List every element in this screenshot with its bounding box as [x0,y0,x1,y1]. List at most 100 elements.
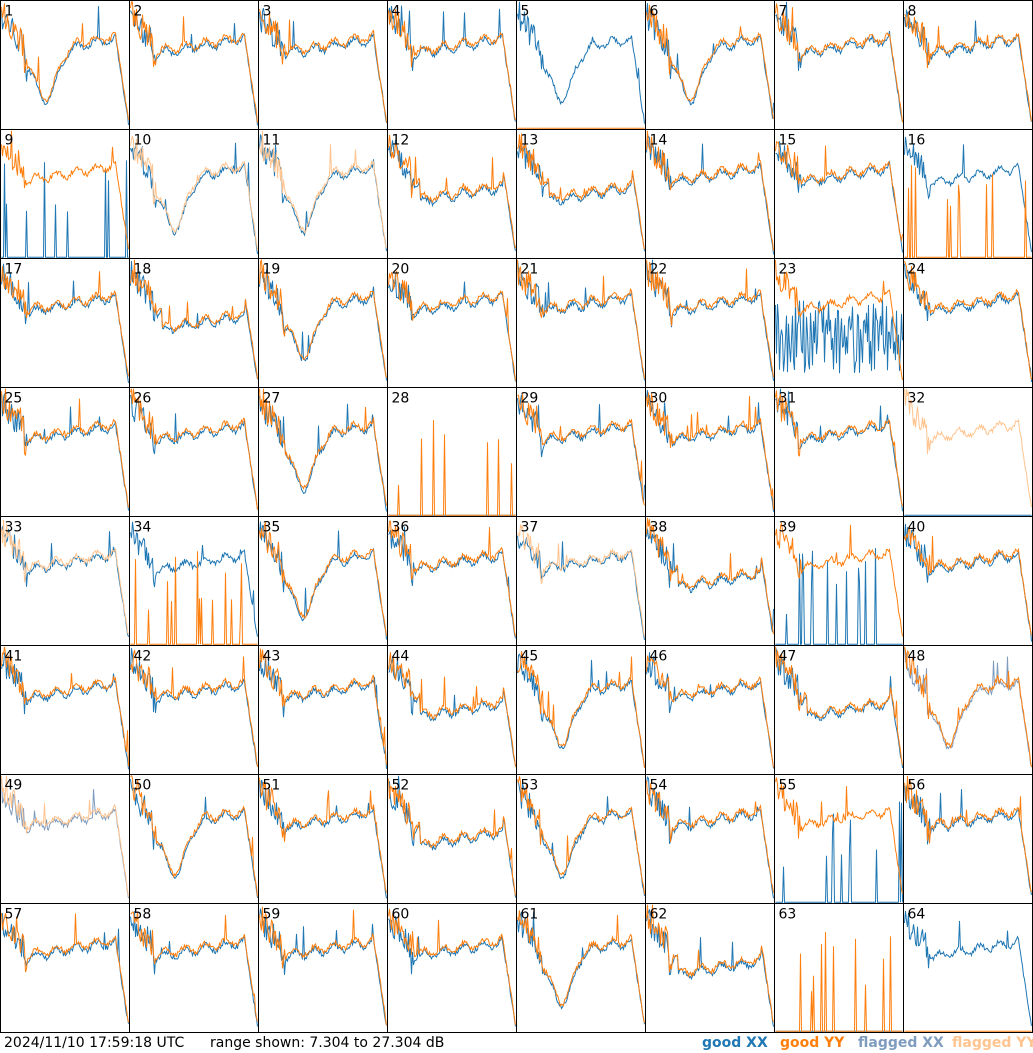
panel-frame [903,258,1033,388]
series-yy-panel-1 [1,3,129,120]
panel-label: 60 [392,907,410,923]
panel-31: 31 [774,387,904,517]
series-yy-panel-58 [130,911,258,1022]
panel-label: 56 [908,778,926,794]
panel-47: 47 [774,645,904,775]
panel-frame [0,774,130,904]
panel-label: 49 [5,778,23,794]
panel-62: 62 [645,903,775,1033]
series-yy-panel-18 [130,259,258,379]
panel-label: 28 [392,391,410,407]
panel-28: 28 [387,387,517,517]
series-yy-panel-53 [517,776,645,895]
series-yy-panel-37 [517,524,645,637]
panel-frame [903,774,1033,904]
series-yy-panel-51 [259,777,387,893]
panel-frame [0,516,130,646]
series-yy-panel-47 [775,646,903,765]
series-yy-panel-63 [775,932,903,1032]
series-xx-panel-10 [130,142,258,254]
panel-1: 1 [0,0,130,130]
panel-label: 6 [650,4,659,20]
panel-frame [903,516,1033,646]
panel-63: 63 [774,903,904,1033]
panel-36: 36 [387,516,517,646]
series-yy-panel-22 [646,259,774,377]
series-xx-panel-43 [259,656,387,769]
panel-frame [645,258,775,388]
panel-frame [258,129,388,259]
series-yy-panel-57 [1,912,129,1023]
panel-label: 30 [650,391,668,407]
series-xx-panel-16 [904,136,1032,253]
panel-44: 44 [387,645,517,775]
series-yy-panel-38 [646,517,774,635]
panel-frame [516,129,646,259]
panel-19: 19 [258,258,388,388]
panel-frame [516,516,646,646]
panel-label: 3 [263,4,272,20]
panel-label: 39 [779,520,797,536]
series-yy-panel-55 [775,777,903,894]
panel-12: 12 [387,129,517,259]
panel-39: 39 [774,516,904,646]
series-yy-panel-45 [517,651,645,769]
panel-frame [387,645,517,775]
panel-26: 26 [129,387,259,517]
series-yy-panel-19 [259,258,387,378]
footer-bar: 2024/11/10 17:59:18 UTC range shown: 7.3… [0,1033,1033,1053]
series-yy-panel-17 [1,266,129,377]
series-yy-panel-6 [646,4,774,120]
panel-label: 50 [134,778,152,794]
panel-9: 9 [0,129,130,259]
panel-label: 10 [134,133,152,149]
panel-label: 54 [650,778,668,794]
panel-27: 27 [258,387,388,517]
series-xx-panel-12 [388,139,516,252]
series-yy-panel-59 [259,906,387,1026]
panel-label: 27 [263,391,281,407]
panel-25: 25 [0,387,130,517]
panel-41: 41 [0,645,130,775]
series-yy-panel-36 [388,520,516,637]
panel-label: 11 [263,133,281,149]
panel-label: 33 [5,520,23,536]
panel-32: 32 [903,387,1033,517]
series-xx-panel-7 [775,1,903,122]
panel-label: 16 [908,133,926,149]
panel-label: 38 [650,520,668,536]
series-yy-panel-50 [130,775,258,897]
panel-frame [129,129,259,259]
panel-15: 15 [774,129,904,259]
panel-53: 53 [516,774,646,904]
panel-label: 64 [908,907,926,923]
panel-frame [903,387,1033,517]
panel-52: 52 [387,774,517,904]
series-xx-panel-49 [1,777,129,899]
panel-label: 51 [263,778,281,794]
panel-frame [0,258,130,388]
panel-8: 8 [903,0,1033,130]
series-yy-panel-9 [1,130,129,250]
panel-label: 29 [521,391,539,407]
series-yy-panel-8 [904,12,1032,122]
panel-frame [774,0,904,130]
series-yy-panel-16 [904,165,1032,258]
series-yy-panel-20 [388,270,516,381]
series-yy-panel-62 [646,904,774,1022]
panel-label: 41 [5,649,23,665]
panel-18: 18 [129,258,259,388]
series-yy-panel-23 [775,260,903,381]
series-xx-panel-6 [646,3,774,119]
panel-59: 59 [258,903,388,1033]
series-yy-panel-33 [1,519,129,635]
series-yy-panel-34 [130,551,258,645]
panel-frame [645,645,775,775]
panel-frame [0,387,130,517]
panel-frame [903,645,1033,775]
panel-label: 32 [908,391,926,407]
panel-frame [774,516,904,646]
legend-flagged-yy: flagged YY [952,1035,1033,1051]
panel-frame [645,774,775,904]
